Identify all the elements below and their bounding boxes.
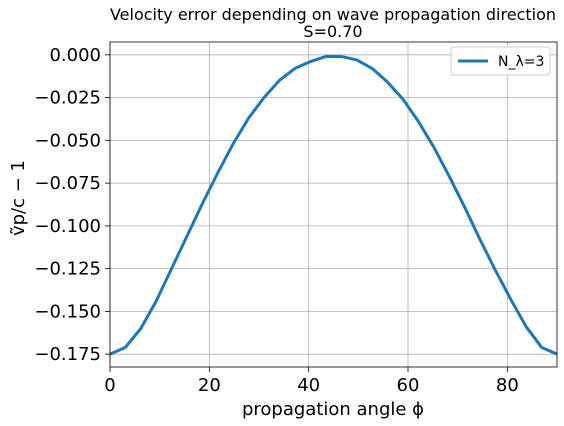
x-tick-label: 40 bbox=[297, 375, 320, 396]
grid bbox=[109, 42, 557, 367]
x-tick-label: 80 bbox=[496, 375, 519, 396]
x-axis-label: propagation angle ϕ bbox=[242, 399, 424, 420]
y-tick-label: −0.100 bbox=[34, 216, 101, 237]
plot-frame bbox=[109, 41, 558, 368]
series-line-0 bbox=[109, 55, 558, 356]
x-tick-label: 0 bbox=[104, 375, 115, 396]
chart-title: Velocity error depending on wave propaga… bbox=[110, 5, 556, 24]
y-tick-label: 0.000 bbox=[49, 45, 101, 66]
y-tick-label: −0.050 bbox=[34, 130, 101, 151]
legend-label: N_λ=3 bbox=[498, 54, 544, 70]
legend-box bbox=[450, 46, 551, 76]
y-tick-label: −0.150 bbox=[34, 301, 101, 322]
y-tick-label: −0.075 bbox=[34, 173, 101, 194]
y-tick-label: −0.025 bbox=[34, 88, 101, 109]
x-axis-ticks: 0 20 40 60 80 bbox=[104, 367, 519, 396]
y-tick-label: −0.175 bbox=[34, 344, 101, 365]
legend: N_λ=3 bbox=[450, 46, 551, 76]
x-tick-label: 20 bbox=[198, 375, 221, 396]
y-tick-label: −0.125 bbox=[34, 259, 101, 280]
y-axis-label: ṽp/c − 1 bbox=[8, 160, 29, 236]
x-tick-label: 60 bbox=[397, 375, 420, 396]
series-layer bbox=[109, 55, 558, 356]
y-axis-ticks: 0.000 −0.025 −0.050 −0.075 −0.100 −0.125 −0.15… bbox=[34, 45, 110, 365]
chart-subtitle: S=0.70 bbox=[303, 22, 362, 41]
